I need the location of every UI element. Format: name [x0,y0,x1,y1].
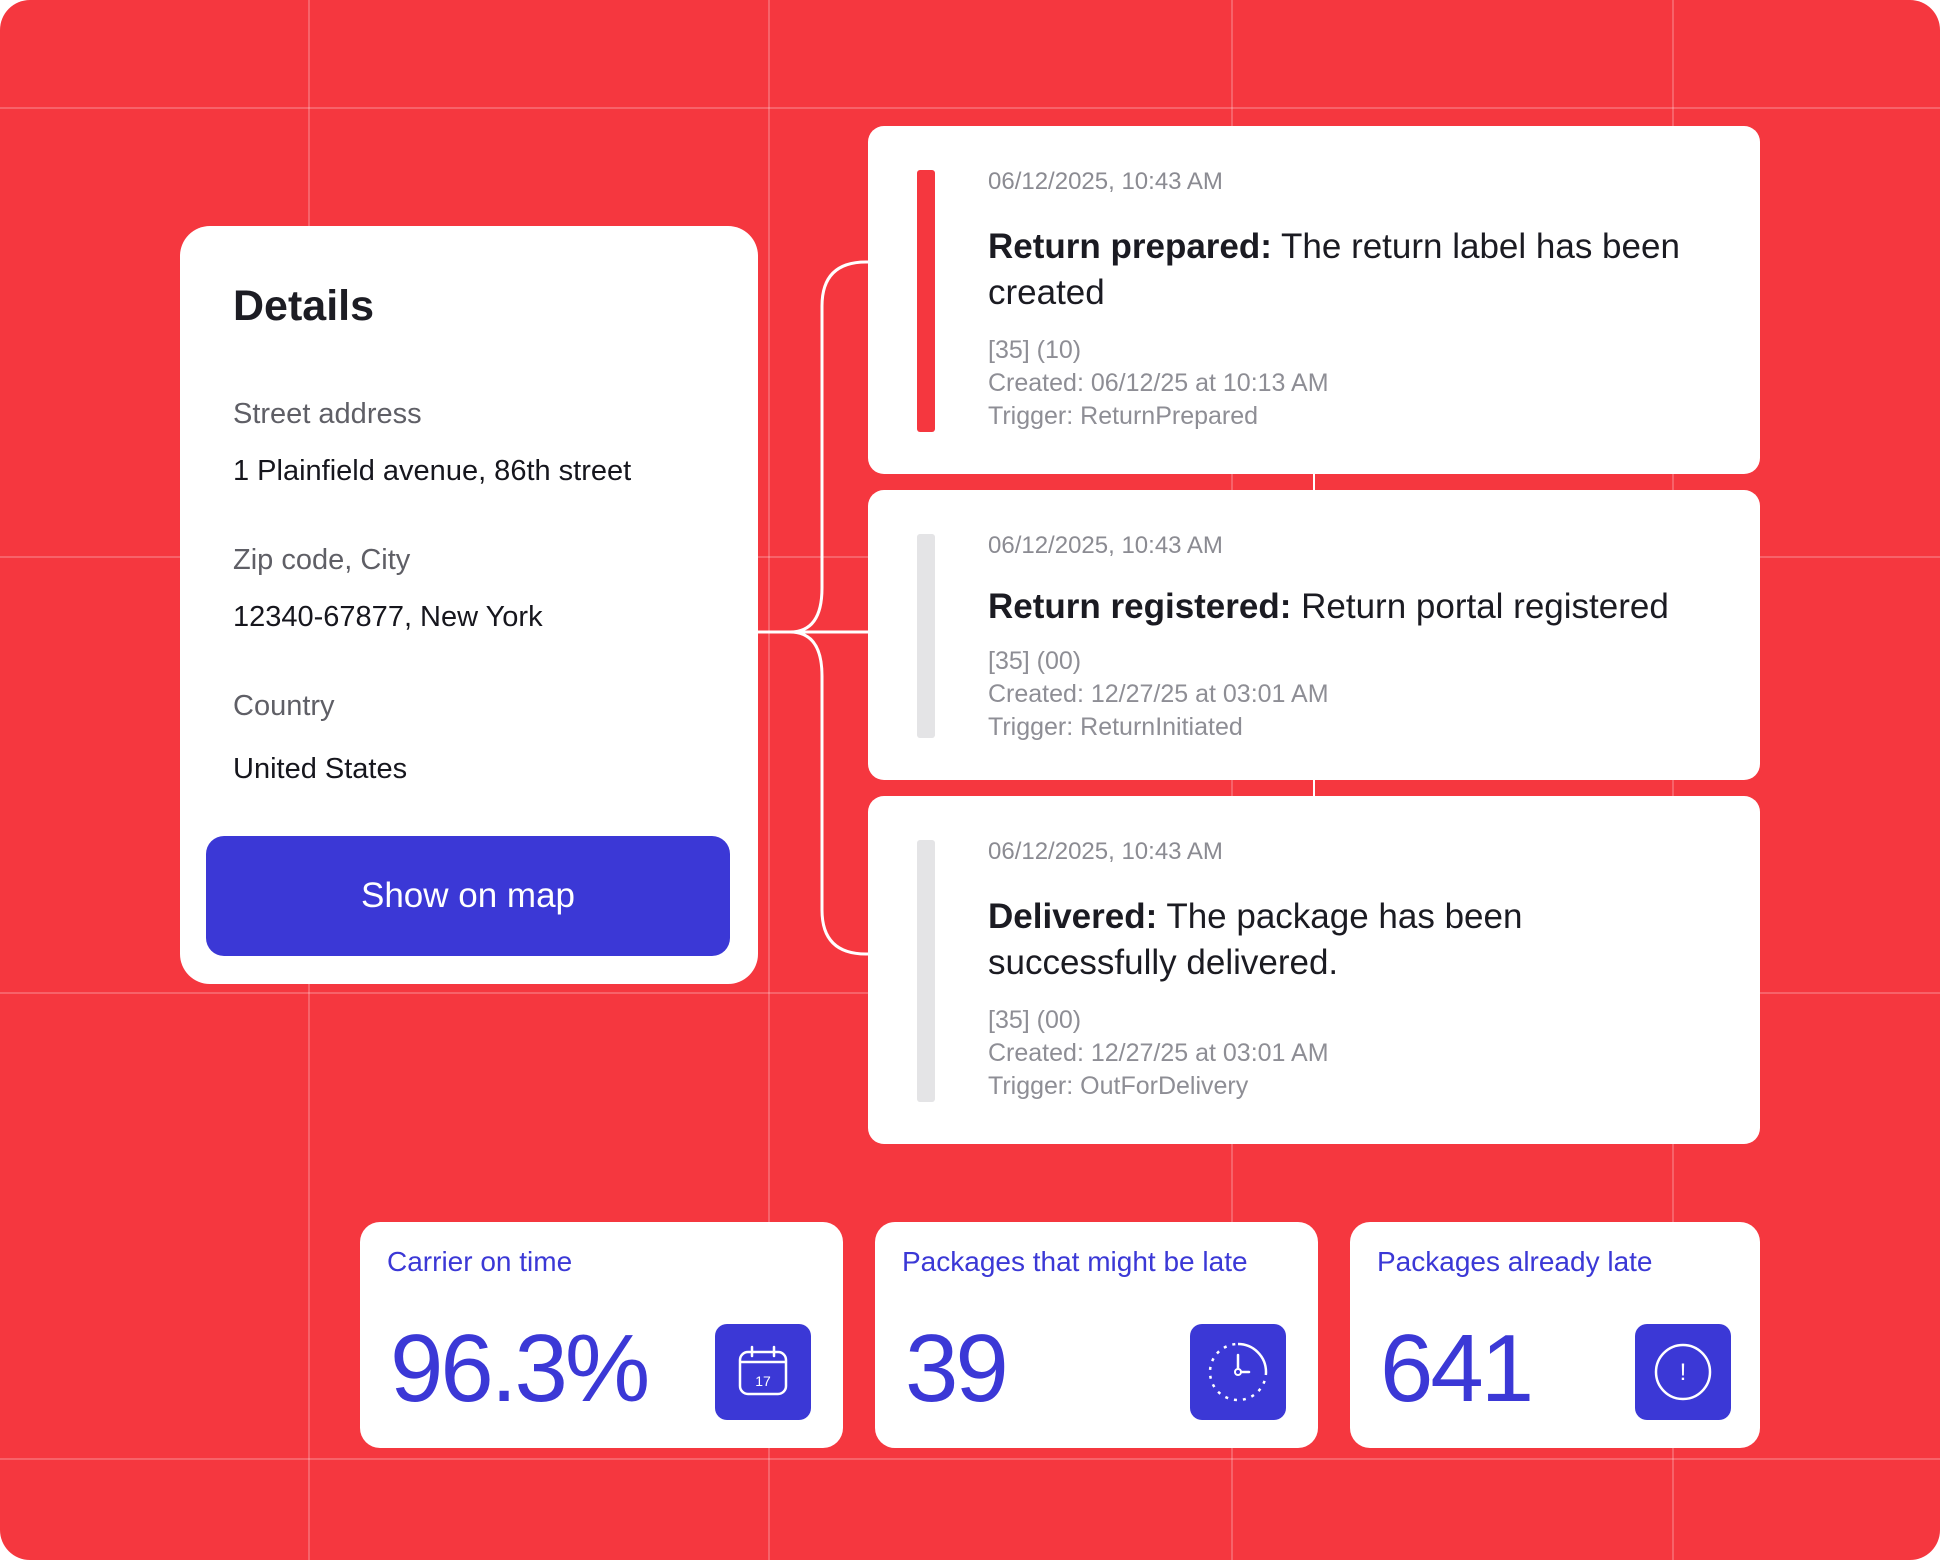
event-message: Delivered: The package has been successf… [988,894,1718,986]
event-status-bar [917,170,935,432]
clock-icon [1190,1324,1286,1420]
stat-label: Packages already late [1377,1246,1653,1277]
event-created: Created: 12/27/25 at 03:01 AM [988,680,1329,708]
zip-city-label: Zip code, City [233,544,411,576]
alert-mark: ! [1680,1359,1687,1386]
event-codes: [35] (00) [988,647,1082,675]
event-codes: [35] (10) [988,336,1082,364]
event-codes: [35] (00) [988,1006,1082,1034]
event-created: Created: 06/12/25 at 10:13 AM [988,369,1329,397]
stat-card-carrier-on-time: Carrier on time 96.3% 17 [360,1222,843,1448]
event-status-bar [917,534,935,738]
event-description: Return portal registered [1291,587,1669,626]
stat-card-might-be-late: Packages that might be late 39 [875,1222,1318,1448]
stat-value: 641 [1380,1315,1534,1422]
country-label: Country [233,690,335,722]
grid-line [0,1458,1940,1460]
event-description: The return label has been created [988,227,1680,312]
event-meta: [35] (00) Created: 12/27/25 at 03:01 AM … [988,1004,1329,1103]
stat-value: 96.3% [390,1315,650,1422]
grid-line [0,107,1940,109]
zip-city-value: 12340-67877, New York [233,601,543,633]
street-address-label: Street address [233,398,422,430]
event-card-return-registered: 06/12/2025, 10:43 AM Return registered: … [868,490,1760,780]
event-timestamp: 06/12/2025, 10:43 AM [988,532,1223,559]
country-value: United States [233,753,408,785]
event-timestamp: 06/12/2025, 10:43 AM [988,838,1223,865]
event-created: Created: 12/27/25 at 03:01 AM [988,1039,1329,1067]
stat-label: Packages that might be late [902,1246,1248,1277]
event-description: The package has been successfully delive… [988,897,1523,982]
event-status-bar [917,840,935,1102]
event-trigger: Trigger: ReturnInitiated [988,713,1243,741]
details-card: Details Street address 1 Plainfield aven… [180,226,758,984]
event-card-delivered: 06/12/2025, 10:43 AM Delivered: The pack… [868,796,1760,1144]
stat-card-already-late: Packages already late 641 ! [1350,1222,1760,1448]
event-trigger: Trigger: OutForDelivery [988,1072,1249,1100]
stat-label: Carrier on time [387,1246,573,1277]
stat-value: 39 [905,1315,1009,1422]
event-meta: [35] (00) Created: 12/27/25 at 03:01 AM … [988,645,1329,744]
grid-line [1672,0,1674,1560]
grid-line [768,0,770,1560]
event-message: Return prepared: The return label has be… [988,224,1718,316]
event-message: Return registered: Return portal registe… [988,584,1768,630]
grid-line [1231,0,1233,1560]
event-title: Return registered: [988,587,1292,626]
event-title: Delivered: [988,897,1158,936]
details-title: Details [233,282,375,330]
street-address-value: 1 Plainfield avenue, 86th street [233,455,632,487]
event-meta: [35] (10) Created: 06/12/25 at 10:13 AM … [988,334,1329,433]
event-trigger: Trigger: ReturnPrepared [988,402,1259,430]
event-card-return-prepared: 06/12/2025, 10:43 AM Return prepared: Th… [868,126,1760,474]
calendar-icon: 17 [715,1324,811,1420]
event-timestamp: 06/12/2025, 10:43 AM [988,168,1223,195]
calendar-day: 17 [755,1373,771,1389]
event-title: Return prepared: [988,227,1272,266]
alert-icon: ! [1635,1324,1731,1420]
show-on-map-button[interactable]: Show on map [206,836,730,956]
